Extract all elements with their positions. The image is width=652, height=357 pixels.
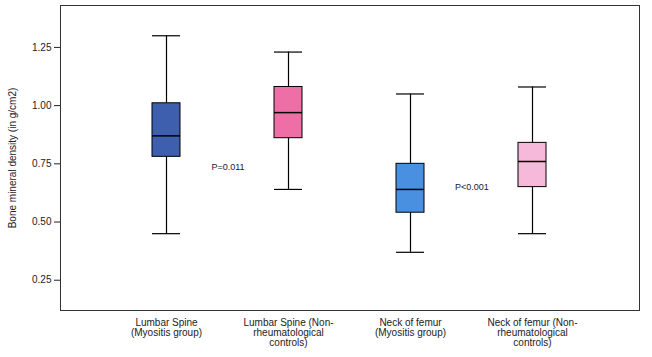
svg-text:1.00: 1.00: [32, 100, 52, 111]
svg-text:0.50: 0.50: [32, 216, 52, 227]
svg-text:P<0.001: P<0.001: [455, 182, 489, 192]
svg-text:Neck of femur (Non-rheumatolog: Neck of femur (Non-rheumatologicalcontro…: [487, 317, 577, 348]
svg-text:Bone mineral density (in g/cm2: Bone mineral density (in g/cm2): [7, 88, 18, 229]
svg-text:Lumbar Spine(Myositis group): Lumbar Spine(Myositis group): [131, 317, 202, 338]
svg-text:Neck of femur(Myositis group): Neck of femur(Myositis group): [375, 317, 446, 338]
svg-text:0.25: 0.25: [32, 274, 52, 285]
svg-text:P=0.011: P=0.011: [211, 162, 244, 172]
svg-text:Lumbar Spine (Non-rheumatologi: Lumbar Spine (Non-rheumatologicalcontrol…: [243, 317, 333, 348]
svg-text:1.25: 1.25: [32, 42, 52, 53]
svg-text:0.75: 0.75: [32, 158, 52, 169]
